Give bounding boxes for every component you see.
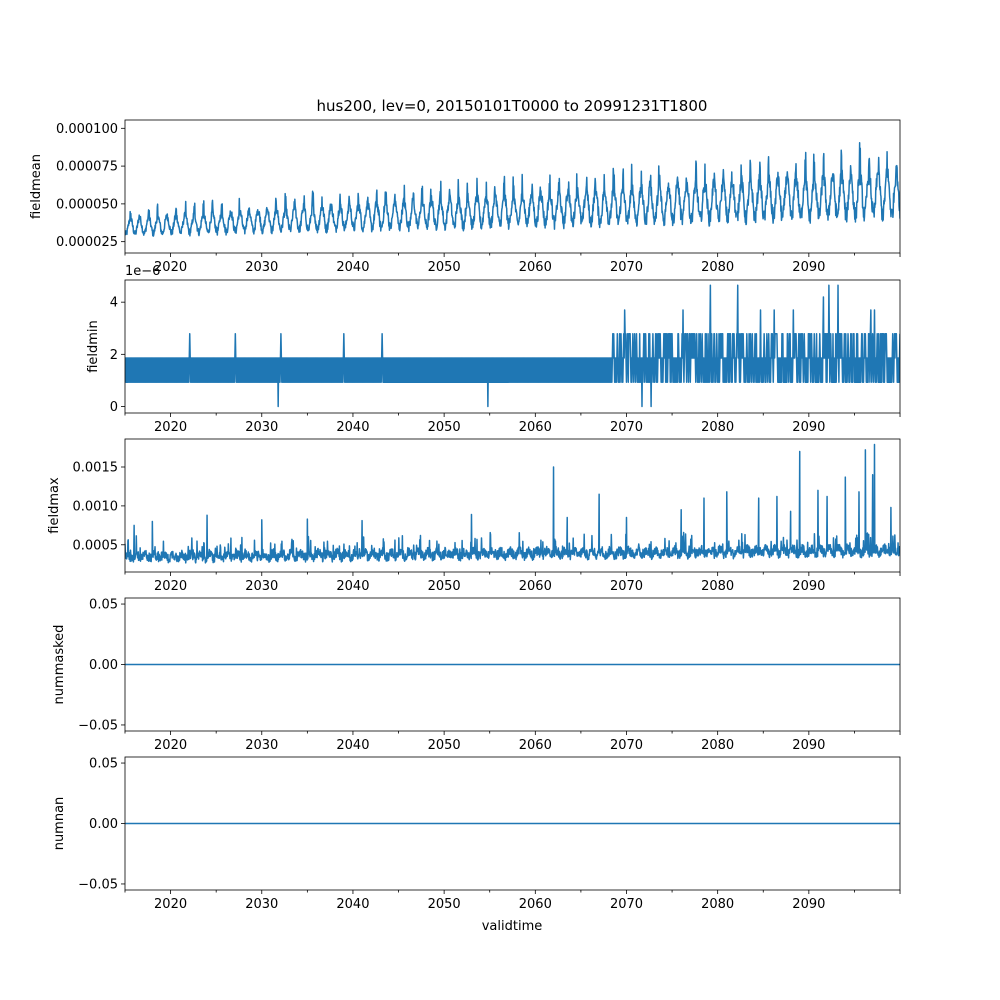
panel-nummasked: 2020 2030 2040 2050 2060 2070 2080 2090 −0.05 0.0… xyxy=(52,598,901,753)
y-tick-label: 0.000100 xyxy=(56,122,118,137)
x-tick-label: 2030 xyxy=(245,260,278,275)
x-tick-label: 2070 xyxy=(610,579,643,594)
x-tick-label: 2030 xyxy=(245,897,278,912)
x-tick-label: 2020 xyxy=(154,420,187,435)
x-tick-label: 2020 xyxy=(154,897,187,912)
x-tick-label: 2030 xyxy=(245,579,278,594)
x-tick-label: 2050 xyxy=(428,738,461,753)
y-tick-label: 4 xyxy=(110,296,118,311)
x-tick-label: 2020 xyxy=(154,738,187,753)
panel-fieldmean: 2020 2030 2040 2050 2060 2070 2080 2090 0.000025… xyxy=(29,119,901,275)
x-tick-label: 2060 xyxy=(519,738,552,753)
y-axis-label-fieldmean: fieldmean xyxy=(29,154,44,219)
series-line-fieldmin xyxy=(125,284,900,408)
y-tick-label: 0.00 xyxy=(89,658,118,673)
x-tick-label: 2020 xyxy=(154,260,187,275)
x-tick-label: 2050 xyxy=(428,420,461,435)
y-tick-label: 0.05 xyxy=(89,598,118,613)
x-tick-label: 2090 xyxy=(792,420,825,435)
x-tick-label: 2040 xyxy=(336,897,369,912)
y-tick-label: 0.0015 xyxy=(73,461,119,476)
y-offset-text: 1e−6 xyxy=(125,264,160,279)
x-tick-label: 2050 xyxy=(428,897,461,912)
y-tick-label: 0.000075 xyxy=(56,160,118,175)
x-tick-label: 2030 xyxy=(245,738,278,753)
panel-fieldmax: 2020 2030 2040 2050 2060 2070 2080 2090 0.0005 0.… xyxy=(47,438,901,594)
y-axis-label-nummasked: nummasked xyxy=(52,625,67,705)
y-axis-label-fieldmax: fieldmax xyxy=(47,477,62,534)
x-tick-label: 2040 xyxy=(336,579,369,594)
x-tick-label: 2080 xyxy=(701,897,734,912)
x-tick-label: 2060 xyxy=(519,897,552,912)
y-axis-label-numnan: numnan xyxy=(52,797,67,851)
series-line-fieldmax xyxy=(125,443,900,564)
y-tick-label: −0.05 xyxy=(78,718,118,733)
x-tick-label: 2080 xyxy=(701,260,734,275)
x-tick-label: 2090 xyxy=(792,579,825,594)
x-tick-label: 2060 xyxy=(519,579,552,594)
x-tick-label: 2070 xyxy=(610,260,643,275)
y-tick-label: 2 xyxy=(110,348,118,363)
y-tick-label: 0.0010 xyxy=(73,499,119,514)
y-tick-label: 0.000025 xyxy=(56,235,118,250)
x-tick-label: 2070 xyxy=(610,897,643,912)
x-tick-label: 2090 xyxy=(792,738,825,753)
y-tick-label: 0.000050 xyxy=(56,197,118,212)
y-tick-label: 0 xyxy=(110,400,118,415)
y-tick-label: 0.0005 xyxy=(73,538,119,553)
panel-numnan: 2020 2030 2040 2050 2060 2070 2080 2090 −0.05 0.0… xyxy=(52,757,901,912)
x-tick-label: 2030 xyxy=(245,420,278,435)
x-tick-label: 2080 xyxy=(701,579,734,594)
x-tick-label: 2060 xyxy=(519,420,552,435)
y-tick-label: −0.05 xyxy=(78,877,118,892)
axes-frame xyxy=(124,279,901,414)
x-tick-label: 2060 xyxy=(519,260,552,275)
chart-title: hus200, lev=0, 20150101T0000 to 20991231… xyxy=(317,97,708,115)
x-tick-label: 2090 xyxy=(792,897,825,912)
x-tick-label: 2080 xyxy=(701,738,734,753)
y-tick-label: 0.05 xyxy=(89,757,118,772)
y-tick-label: 0.00 xyxy=(89,817,118,832)
x-tick-label: 2080 xyxy=(701,420,734,435)
series-line-fieldmean xyxy=(125,141,900,237)
x-tick-label: 2040 xyxy=(336,420,369,435)
x-tick-label: 2020 xyxy=(154,579,187,594)
x-tick-label: 2070 xyxy=(610,738,643,753)
panels: 2020 2030 2040 2050 2060 2070 2080 2090 0.000025… xyxy=(29,119,901,912)
x-tick-label: 2050 xyxy=(428,579,461,594)
x-tick-label: 2090 xyxy=(792,260,825,275)
axes-frame xyxy=(124,119,901,254)
x-tick-label: 2040 xyxy=(336,738,369,753)
panel-fieldmin: 2020 2030 2040 2050 2060 2070 2080 2090 0 2 4 field… xyxy=(86,264,901,435)
x-tick-label: 2040 xyxy=(336,260,369,275)
y-axis-label-fieldmin: fieldmin xyxy=(86,320,101,373)
x-axis-label: validtime xyxy=(482,919,543,934)
x-tick-label: 2070 xyxy=(610,420,643,435)
x-tick-label: 2050 xyxy=(428,260,461,275)
